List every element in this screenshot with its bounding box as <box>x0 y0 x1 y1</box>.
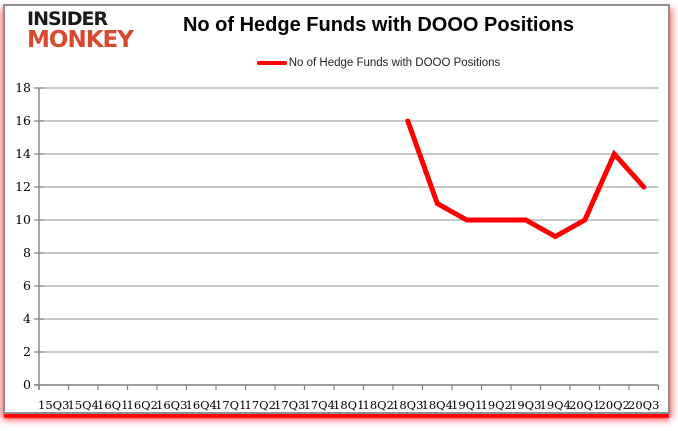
y-tick-label: 18 <box>15 80 31 95</box>
x-tick-label: 16Q4 <box>186 398 217 412</box>
x-tick-label: 17Q1 <box>215 398 246 412</box>
legend: No of Hedge Funds with DOOO Positions <box>5 57 668 69</box>
x-tick-label: 15Q4 <box>68 398 99 412</box>
x-tick-label: 20Q1 <box>569 398 600 412</box>
x-tick-label: 18Q4 <box>422 398 453 412</box>
x-tick-label: 18Q3 <box>392 398 423 412</box>
y-tick-label: 12 <box>15 179 31 194</box>
y-tick-label: 6 <box>23 278 31 293</box>
chart-title: No of Hedge Funds with DOOO Positions <box>182 14 575 36</box>
y-tick-label: 16 <box>15 113 31 128</box>
legend-label: No of Hedge Funds with DOOO Positions <box>288 57 501 69</box>
line-chart-plot: 02468101214161815Q315Q416Q116Q216Q316Q41… <box>15 80 659 412</box>
x-tick-label: 20Q3 <box>628 398 659 412</box>
legend-line-swatch <box>256 61 287 65</box>
y-tick-label: 10 <box>15 212 31 227</box>
x-tick-label: 18Q2 <box>363 398 394 412</box>
x-tick-label: 18Q1 <box>333 398 364 412</box>
y-tick-label: 2 <box>23 344 31 359</box>
y-tick-label: 8 <box>23 245 31 260</box>
x-tick-label: 16Q1 <box>97 398 128 412</box>
x-tick-label: 16Q2 <box>127 398 158 412</box>
data-line-series <box>405 118 647 240</box>
x-tick-label: 19Q4 <box>540 398 571 412</box>
y-tick-label: 0 <box>23 377 31 392</box>
logo-line-monkey: MONKEY <box>27 27 134 53</box>
x-tick-label: 15Q3 <box>38 398 69 412</box>
x-tick-label: 17Q4 <box>304 398 335 412</box>
logo-line-insider: INSIDER <box>27 8 108 30</box>
y-tick-label: 4 <box>23 311 31 326</box>
x-tick-label: 20Q2 <box>599 398 630 412</box>
x-tick-label: 17Q2 <box>245 398 276 412</box>
chart-widget: INSIDER MONKEY No of Hedge Funds with DO… <box>3 4 670 414</box>
x-tick-label: 19Q2 <box>481 398 512 412</box>
y-tick-label: 14 <box>15 146 31 161</box>
x-tick-label: 19Q3 <box>510 398 541 412</box>
x-tick-label: 17Q3 <box>274 398 305 412</box>
insider-monkey-logo: INSIDER MONKEY <box>27 8 134 53</box>
x-tick-label: 16Q3 <box>156 398 187 412</box>
x-tick-label: 19Q1 <box>451 398 482 412</box>
